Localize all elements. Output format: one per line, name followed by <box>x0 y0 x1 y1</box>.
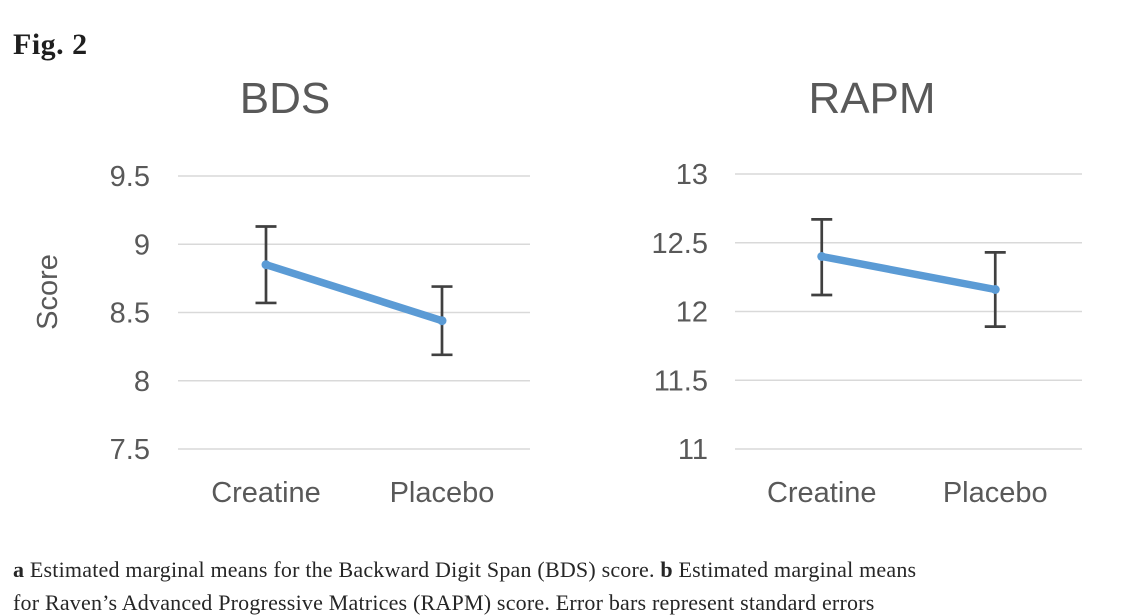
y-tick-label: 9 <box>134 229 150 261</box>
caption-part-b-marker: b <box>660 557 673 582</box>
caption-line1: a Estimated marginal means for the Backw… <box>13 557 916 582</box>
y-tick-label: 8 <box>134 366 150 398</box>
data-point <box>817 252 827 261</box>
data-point <box>990 285 1000 294</box>
caption-part-a-marker: a <box>13 557 25 582</box>
caption-part-a-text: Estimated marginal means for the Backwar… <box>24 557 661 582</box>
y-tick-label: 7.5 <box>110 434 150 466</box>
bds-chart: 9.5 9 8.5 8 7.5 Creatine Placebo BDS Score <box>32 74 530 509</box>
y-tick-label: 11.5 <box>654 365 708 397</box>
figure-label: Fig. 2 <box>13 28 88 61</box>
data-point <box>437 316 447 326</box>
chart-title: BDS <box>240 74 330 123</box>
x-category-label: Placebo <box>390 477 495 509</box>
data-line <box>818 252 999 294</box>
y-tick-label: 11 <box>678 434 708 466</box>
y-tick-label: 8.5 <box>110 298 150 330</box>
x-category-label: Creatine <box>211 477 321 509</box>
y-axis-label: Score <box>32 254 64 330</box>
data-point <box>261 260 271 270</box>
y-tick-label: 13 <box>676 159 708 191</box>
figure-caption: a Estimated marginal means for the Backw… <box>13 553 1123 615</box>
caption-line2: for Raven’s Advanced Progressive Matrice… <box>13 590 875 615</box>
data-line <box>262 260 446 325</box>
y-tick-label: 9.5 <box>110 161 150 193</box>
caption-part-b-text: Estimated marginal means <box>672 557 917 582</box>
x-category-label: Placebo <box>943 477 1048 509</box>
rapm-chart: 13 12.5 12 11.5 11 Creatine Placebo RAPM <box>652 74 1082 509</box>
y-tick-label: 12.5 <box>652 228 708 260</box>
x-category-label: Creatine <box>767 477 877 509</box>
y-tick-label: 12 <box>676 297 708 329</box>
chart-title: RAPM <box>808 74 935 123</box>
